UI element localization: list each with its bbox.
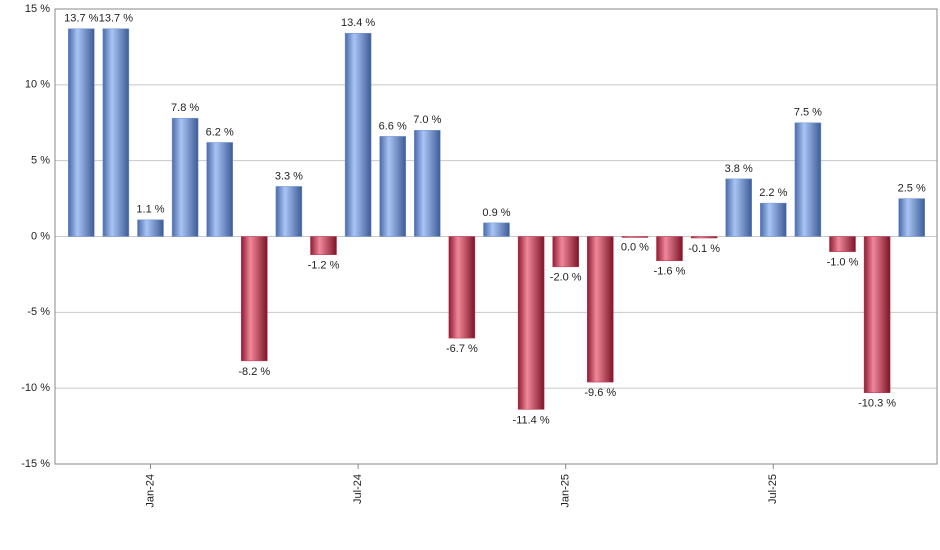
bar <box>760 202 787 237</box>
value-label: -1.0 % <box>827 257 859 269</box>
bar <box>829 236 856 252</box>
bar <box>898 198 925 237</box>
value-label: 0.0 % <box>621 241 649 253</box>
x-tick-label: Jan-25 <box>560 474 572 508</box>
value-label: 2.2 % <box>759 187 787 199</box>
y-tick-label: 5 % <box>31 155 50 167</box>
value-label: 6.2 % <box>206 126 234 138</box>
bar <box>863 236 891 393</box>
bar <box>379 136 406 237</box>
bar <box>725 178 752 237</box>
x-tick-label: Jul-24 <box>352 474 364 504</box>
value-label: 13.7 % <box>99 13 133 25</box>
bar <box>552 236 579 268</box>
value-label: -10.3 % <box>858 398 896 410</box>
bar <box>483 222 510 237</box>
bar <box>414 130 441 237</box>
y-tick-label: 15 % <box>25 3 50 15</box>
value-label: 0.9 % <box>482 207 510 219</box>
bar <box>102 28 130 237</box>
y-tick-label: -15 % <box>21 458 50 470</box>
value-label: 7.8 % <box>171 102 199 114</box>
value-label: 2.5 % <box>898 182 926 194</box>
value-label: -1.6 % <box>654 266 686 278</box>
value-label: 3.8 % <box>725 163 753 175</box>
bar <box>241 236 268 362</box>
y-tick-label: -5 % <box>27 306 50 318</box>
value-label: -2.0 % <box>550 272 582 284</box>
value-label: -8.2 % <box>238 366 270 378</box>
value-label: -0.1 % <box>688 243 720 255</box>
value-label: -9.6 % <box>584 387 616 399</box>
x-tick-label: Jul-25 <box>767 474 779 504</box>
bar <box>621 236 649 238</box>
bar <box>137 219 164 237</box>
bar <box>794 122 822 237</box>
value-label: -11.4 % <box>513 414 550 426</box>
value-label: 13.7 % <box>64 13 98 25</box>
y-tick-label: 0 % <box>31 230 50 242</box>
value-label: 1.1 % <box>136 204 164 216</box>
y-tick-label: -10 % <box>21 382 50 394</box>
value-label: -6.7 % <box>446 343 478 355</box>
bar <box>206 142 233 237</box>
value-label: -1.2 % <box>308 260 340 272</box>
value-label: 7.0 % <box>413 114 441 126</box>
bar <box>68 28 95 237</box>
bar <box>448 236 476 339</box>
bar <box>344 33 372 237</box>
plot-frame <box>54 8 938 465</box>
bar <box>656 236 683 262</box>
value-label: 3.3 % <box>275 170 303 182</box>
value-label: 6.6 % <box>379 120 407 132</box>
bar <box>275 186 303 237</box>
bar <box>517 236 545 410</box>
bar <box>310 236 337 255</box>
bar <box>690 236 718 239</box>
bar <box>171 117 199 237</box>
value-label: 7.5 % <box>794 107 822 119</box>
y-tick-label: 10 % <box>25 79 50 91</box>
value-label: 13.4 % <box>341 17 375 29</box>
bar <box>587 236 614 383</box>
x-tick-label: Jan-24 <box>144 474 156 508</box>
